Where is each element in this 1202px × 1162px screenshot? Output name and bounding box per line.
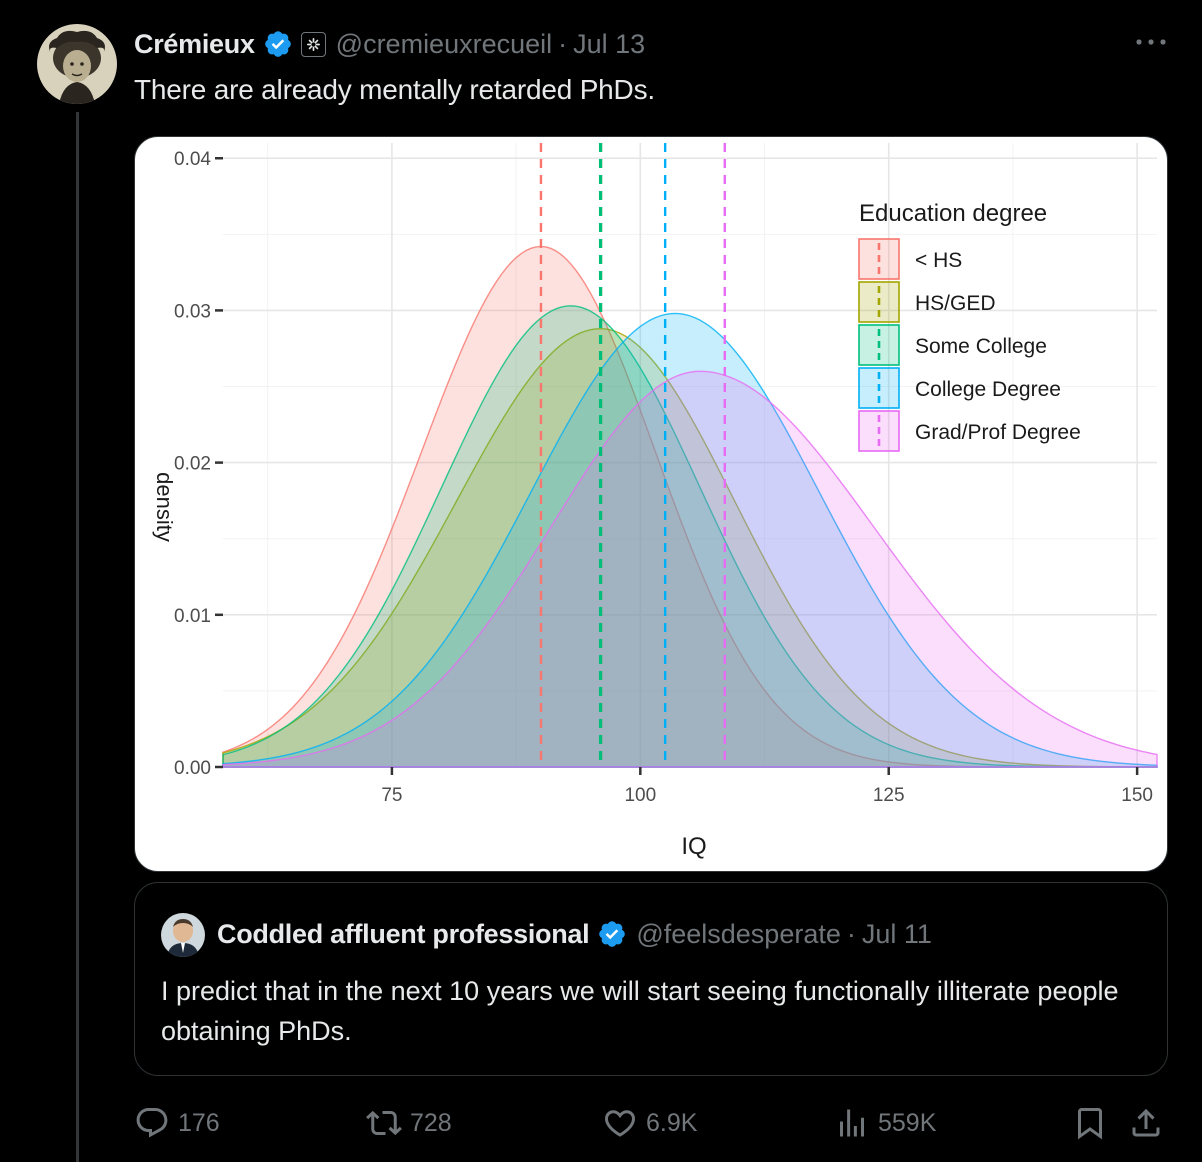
chart-axes: 0.00 0.01 0.02 0.03 0.04 75 100 125 150 xyxy=(174,149,1153,806)
repost-count: 728 xyxy=(410,1108,452,1137)
y-tick-label: 0.03 xyxy=(174,301,211,322)
density-areas xyxy=(222,245,1158,768)
legend-label-2: HS/GED xyxy=(915,292,996,315)
repost-button[interactable]: 728 xyxy=(366,1100,452,1146)
view-count: 559K xyxy=(878,1108,937,1137)
quoted-author-avatar[interactable] xyxy=(161,913,205,957)
reply-button[interactable]: 176 xyxy=(134,1100,220,1146)
share-icon xyxy=(1132,1108,1160,1137)
analytics-bar-icon xyxy=(840,1109,864,1137)
density-area-3 xyxy=(222,305,1158,768)
repost-icon xyxy=(366,1110,402,1136)
tweet-media-chart[interactable]: 0.00 0.01 0.02 0.03 0.04 75 100 125 150 density … xyxy=(134,136,1168,872)
x-tick-label: 100 xyxy=(624,785,656,806)
like-count: 6.9K xyxy=(646,1108,698,1137)
author-name[interactable]: Crémieux xyxy=(134,28,255,59)
quoted-author-handle[interactable]: @feelsdesperate xyxy=(636,918,841,949)
tweet-text: There are already mentally retarded PhDs… xyxy=(134,74,655,105)
thread-connector-line xyxy=(76,112,79,1162)
y-tick-label: 0.00 xyxy=(174,758,211,779)
views-button[interactable]: 559K xyxy=(834,1100,936,1146)
legend-label-4: College Degree xyxy=(915,378,1061,401)
legend-label-5: Grad/Prof Degree xyxy=(915,421,1081,444)
affiliate-badge-icon[interactable] xyxy=(300,31,326,57)
verified-badge-icon xyxy=(599,921,626,947)
y-tick-label: 0.04 xyxy=(174,149,211,170)
x-tick-label: 125 xyxy=(873,785,905,806)
density-area-5 xyxy=(222,370,1158,768)
author-avatar[interactable] xyxy=(37,24,117,104)
heart-icon xyxy=(604,1110,636,1137)
legend-label-3: Some College xyxy=(915,335,1047,358)
tweet-header: Crémieux @cremieuxrecueil · Jul 13 xyxy=(134,28,645,60)
y-axis-label: density xyxy=(152,472,177,542)
x-axis-label: IQ xyxy=(681,833,706,860)
author-handle[interactable]: @cremieuxrecueil xyxy=(335,28,553,59)
verified-badge-icon xyxy=(264,31,291,57)
y-tick-label: 0.01 xyxy=(174,606,211,627)
quoted-tweet-text: I predict that in the next 10 years we w… xyxy=(161,976,1119,1046)
share-button[interactable] xyxy=(1128,1100,1172,1146)
chart-grid xyxy=(223,143,1157,768)
quoted-author-name[interactable]: Coddled affluent professional xyxy=(217,918,590,949)
density-area-2 xyxy=(222,327,1158,768)
bookmark-icon xyxy=(1078,1108,1102,1140)
legend-title: Education degree xyxy=(859,200,1047,227)
separator-dot: · xyxy=(558,28,568,59)
y-tick-label: 0.02 xyxy=(174,454,211,475)
plot-background xyxy=(223,143,1157,767)
reply-count: 176 xyxy=(178,1108,220,1137)
quoted-tweet-header: Coddled affluent professional @feelsdesp… xyxy=(217,916,932,952)
x-tick-label: 75 xyxy=(381,785,402,806)
reply-icon xyxy=(136,1108,168,1138)
ellipsis-icon xyxy=(1136,39,1166,45)
like-button[interactable]: 6.9K xyxy=(602,1100,697,1146)
tweet-date[interactable]: Jul 13 xyxy=(573,28,646,59)
mean-lines xyxy=(539,143,726,767)
bookmark-button[interactable] xyxy=(1072,1100,1116,1146)
more-options-button[interactable] xyxy=(1133,28,1169,56)
quoted-tweet[interactable]: Coddled affluent professional @feelsdesp… xyxy=(134,882,1168,1076)
density-area-4 xyxy=(222,312,1158,768)
quoted-tweet-date[interactable]: Jul 11 xyxy=(861,918,932,949)
x-tick-label: 150 xyxy=(1121,785,1153,806)
tweet-actions-bar: 176 728 6.9K 559K xyxy=(134,1100,1168,1146)
separator-dot: · xyxy=(846,918,856,949)
legend-label-1: < HS xyxy=(915,249,962,272)
chart-legend: Education degree < HS HS/GED Some College Co… xyxy=(858,200,1081,452)
